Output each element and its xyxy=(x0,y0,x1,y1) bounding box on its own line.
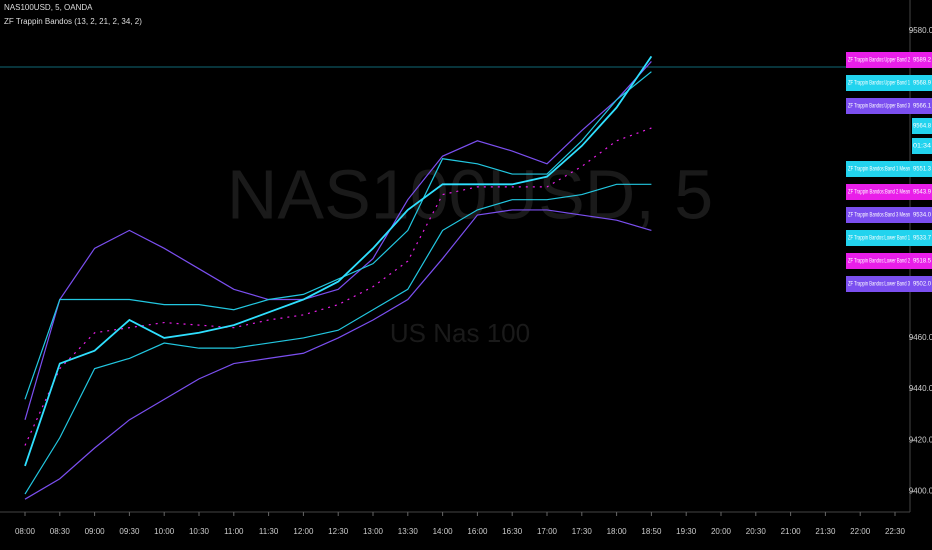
x-tick-label: 21:30 xyxy=(815,527,836,536)
tag-name-box xyxy=(846,75,912,91)
y-tick-label: 9460.0 xyxy=(909,333,932,342)
tag-name: ZF Trappin Bandos:Band 1 Mean xyxy=(848,167,910,173)
tag-name-box xyxy=(846,207,912,223)
tag-value-box xyxy=(912,75,932,91)
x-tick-label: 22:00 xyxy=(850,527,871,536)
series-line xyxy=(24,55,653,467)
tag-name-box xyxy=(846,230,912,246)
tag-name: ZF Trappin Bandos:Upper Band 2 xyxy=(848,58,910,64)
series-line xyxy=(24,71,652,400)
x-tick-label: 09:30 xyxy=(119,527,140,536)
tag-value-box xyxy=(912,138,932,154)
x-tick-label: 13:30 xyxy=(398,527,419,536)
watermark: NAS100USD, 5 xyxy=(227,155,713,233)
tag-name-box xyxy=(846,98,912,114)
series-line xyxy=(24,127,652,446)
x-tick-label: 21:00 xyxy=(781,527,802,536)
tag-value: 9566.1 xyxy=(913,104,932,110)
tag-name-box xyxy=(846,184,912,200)
tag-value-box xyxy=(912,230,932,246)
x-tick-label: 10:30 xyxy=(189,527,210,536)
tag-value: 9533.7 xyxy=(913,236,932,242)
y-tick-label: 9400.0 xyxy=(909,487,932,496)
x-tick-label: 22:30 xyxy=(885,527,906,536)
series-line xyxy=(24,183,652,495)
series-line xyxy=(24,209,652,500)
x-tick-label: 18:00 xyxy=(607,527,628,536)
tag-value: 9568.9 xyxy=(913,81,932,87)
tag-value-box xyxy=(912,98,932,114)
x-tick-label: 12:30 xyxy=(328,527,349,536)
tag-value: 9543.9 xyxy=(913,190,932,196)
x-tick-label: 08:30 xyxy=(50,527,71,536)
x-tick-label: 08:00 xyxy=(15,527,36,536)
tag-name: ZF Trappin Bandos:Upper Band 3 xyxy=(848,104,910,110)
x-tick-label: 19:30 xyxy=(676,527,697,536)
indicator-title: ZF Trappin Bandos (13, 2, 21, 2, 34, 2) xyxy=(4,17,142,26)
x-tick-label: 16:30 xyxy=(502,527,523,536)
tag-name: ZF Trappin Bandos:Lower Band 1 xyxy=(848,236,910,242)
tag-name: ZF Trappin Bandos:Band 2 Mean xyxy=(848,190,910,196)
x-tick-label: 09:00 xyxy=(85,527,106,536)
tag-value-box xyxy=(912,207,932,223)
tag-value: 9589.2 xyxy=(913,58,932,64)
y-tick-label: 9420.0 xyxy=(909,435,932,444)
tag-value-box xyxy=(912,184,932,200)
x-tick-label: 16:00 xyxy=(467,527,488,536)
tag-name: ZF Trappin Bandos:Band 3 Mean xyxy=(848,213,910,219)
tag-name: ZF Trappin Bandos:Lower Band 2 xyxy=(848,259,910,265)
series-line xyxy=(24,61,652,421)
x-tick-label: 14:00 xyxy=(433,527,454,536)
x-tick-label: 10:00 xyxy=(154,527,175,536)
tag-name: ZF Trappin Bandos:Lower Band 3 xyxy=(848,282,910,288)
tag-value-box xyxy=(912,118,932,134)
x-tick-label: 11:00 xyxy=(224,527,244,536)
x-tick-label: 17:00 xyxy=(537,527,558,536)
tag-name-box xyxy=(846,253,912,269)
x-tick-label: 20:00 xyxy=(711,527,732,536)
tag-value: 9502.0 xyxy=(913,282,932,288)
y-tick-label: 9440.0 xyxy=(909,384,932,393)
tag-value-box xyxy=(912,276,932,292)
tag-name-box xyxy=(846,276,912,292)
x-tick-label: 18:50 xyxy=(641,527,662,536)
watermark-sub: US Nas 100 xyxy=(390,318,530,348)
tag-name: ZF Trappin Bandos:Upper Band 1 xyxy=(848,81,910,87)
tag-value-box xyxy=(912,161,932,177)
tag-value: 9551.3 xyxy=(913,167,932,173)
y-tick-label: 9580.0 xyxy=(909,26,932,35)
tag-value-box xyxy=(912,52,932,68)
x-tick-label: 13:00 xyxy=(363,527,384,536)
x-tick-label: 20:30 xyxy=(746,527,767,536)
tag-name-box xyxy=(846,52,912,68)
x-tick-label: 17:30 xyxy=(572,527,593,536)
tag-value: 01:34 xyxy=(913,144,932,150)
tag-value: 9518.5 xyxy=(913,259,932,265)
tag-value: 9534.0 xyxy=(913,213,932,219)
tag-value: 9564.8 xyxy=(913,124,932,130)
x-tick-label: 12:00 xyxy=(293,527,314,536)
tag-value-box xyxy=(912,253,932,269)
x-tick-label: 11:30 xyxy=(259,527,279,536)
chart-title: NAS100USD, 5, OANDA xyxy=(4,3,93,12)
tag-name-box xyxy=(846,161,912,177)
